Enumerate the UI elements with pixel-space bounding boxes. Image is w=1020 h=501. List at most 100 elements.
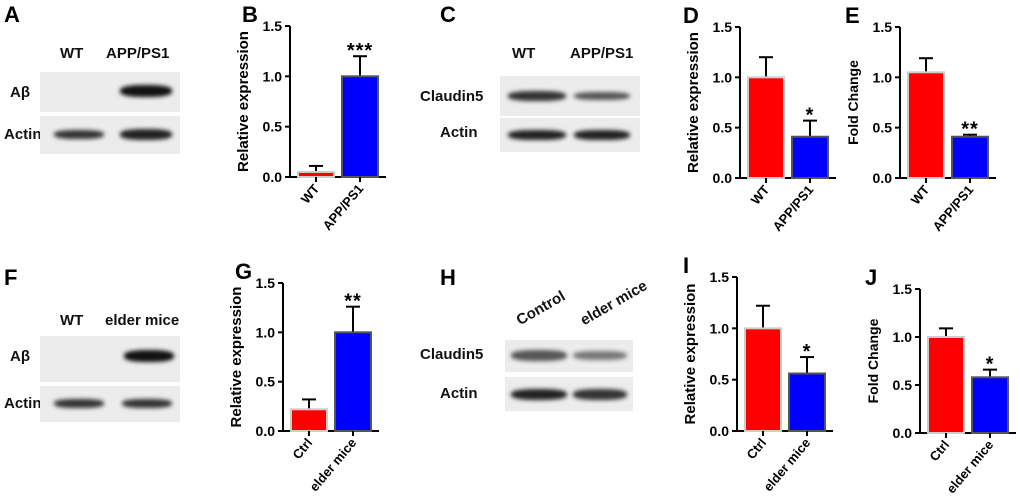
western-blot-actin xyxy=(505,377,633,411)
y-axis-label: Fold Change xyxy=(865,318,881,403)
y-tick-label: 0.0 xyxy=(893,425,913,441)
y-axis-label: Fold Change xyxy=(845,60,861,145)
blot-band xyxy=(574,92,630,100)
row-label: Aβ xyxy=(10,84,30,101)
blot-band xyxy=(511,350,567,361)
row-label: Actin xyxy=(440,124,478,141)
blot-band xyxy=(120,129,172,140)
bar xyxy=(297,170,335,178)
y-tick-label: 1.5 xyxy=(256,275,276,291)
y-tick-label: 0.5 xyxy=(263,119,283,135)
row-label: Claudin5 xyxy=(420,88,484,105)
bar xyxy=(927,336,965,434)
y-tick-label: 0.0 xyxy=(263,169,283,185)
significance-marker: ** xyxy=(344,291,362,313)
y-tick-label: 1.5 xyxy=(710,269,730,285)
significance-marker: *** xyxy=(347,40,373,62)
panel-label: J xyxy=(865,265,877,290)
blot-band xyxy=(122,399,172,408)
lane-label: APP/PS1 xyxy=(106,45,170,62)
blot-band xyxy=(573,389,627,400)
x-tick-label: Ctrl xyxy=(926,437,952,464)
y-tick-label: 1.0 xyxy=(893,329,913,345)
x-tick-label: APP/PS1 xyxy=(770,182,817,234)
y-axis-label: Relative expression xyxy=(235,31,252,172)
y-tick-label: 1.0 xyxy=(263,68,283,84)
y-tick-label: 0.5 xyxy=(256,374,276,390)
panel-label-h: H xyxy=(440,265,456,290)
row-label: Claudin5 xyxy=(420,346,484,363)
y-tick-label: 0.0 xyxy=(873,170,893,186)
y-tick-label: 0.0 xyxy=(713,170,733,186)
x-tick-label: Ctrl xyxy=(289,435,315,462)
blot-band xyxy=(54,130,104,139)
panel-label: E xyxy=(845,3,860,28)
x-tick-label: elder mice xyxy=(943,437,996,496)
western-blot-abeta xyxy=(40,72,180,112)
blot-band xyxy=(573,351,627,360)
western-blot-claudin5 xyxy=(505,340,633,372)
western-blot-actin xyxy=(500,118,640,152)
blot-band xyxy=(574,130,630,140)
y-tick-label: 0.5 xyxy=(873,120,893,136)
y-axis-label: Relative expression xyxy=(682,284,699,425)
row-label: Actin xyxy=(4,126,42,143)
y-tick-label: 0.5 xyxy=(710,372,730,388)
blot-band xyxy=(54,399,104,408)
bar xyxy=(951,135,989,180)
panel-label: B xyxy=(242,2,258,27)
y-tick-label: 0.0 xyxy=(710,423,730,439)
bar xyxy=(907,71,945,179)
lane-label: APP/PS1 xyxy=(570,45,634,62)
y-tick-label: 0.5 xyxy=(893,377,913,393)
western-blot-claudin5 xyxy=(500,76,640,116)
blot-band xyxy=(511,389,567,400)
western-blot-abeta xyxy=(40,336,180,382)
blot-band xyxy=(120,85,172,97)
bar xyxy=(744,327,782,433)
lane-label: WT xyxy=(512,45,536,62)
western-blot-actin xyxy=(40,116,180,154)
x-tick-label: elder mice xyxy=(306,435,359,494)
y-axis-label: Relative expression xyxy=(228,287,245,428)
y-tick-label: 1.5 xyxy=(263,18,283,34)
lane-label: WT xyxy=(60,45,84,62)
significance-marker: * xyxy=(803,341,812,363)
panel-label: D xyxy=(683,3,699,28)
panel-label-c: C xyxy=(440,2,456,27)
panel-label: I xyxy=(683,253,689,278)
y-tick-label: 1.0 xyxy=(713,69,733,85)
significance-marker: * xyxy=(986,354,995,376)
bar xyxy=(341,75,379,178)
bar xyxy=(791,135,829,180)
y-tick-label: 1.5 xyxy=(893,281,913,297)
lane-label: WT xyxy=(60,312,84,329)
y-tick-label: 0.5 xyxy=(713,120,733,136)
panel-label-a: A xyxy=(4,2,20,27)
western-blot-actin xyxy=(40,386,180,422)
row-label: Actin xyxy=(440,385,478,402)
row-label: Aβ xyxy=(10,348,30,365)
x-tick-label: APP/PS1 xyxy=(320,181,367,233)
panel-label: G xyxy=(235,259,252,284)
y-tick-label: 1.5 xyxy=(713,19,733,35)
x-tick-label: WT xyxy=(298,181,323,206)
significance-marker: ** xyxy=(961,119,979,141)
bar xyxy=(788,372,826,432)
y-tick-label: 1.0 xyxy=(873,69,893,85)
row-label: Actin xyxy=(4,395,42,412)
blot-band xyxy=(508,130,566,140)
x-tick-label: WT xyxy=(748,182,773,207)
y-tick-label: 1.0 xyxy=(710,320,730,336)
y-tick-label: 1.5 xyxy=(873,19,893,35)
x-tick-label: APP/PS1 xyxy=(930,182,977,234)
y-tick-label: 0.0 xyxy=(256,423,276,439)
bar xyxy=(334,331,372,433)
bar xyxy=(747,76,785,179)
x-tick-label: elder mice xyxy=(760,435,813,494)
blot-band xyxy=(124,350,174,362)
y-axis-label: Relative expression xyxy=(685,32,702,173)
x-tick-label: WT xyxy=(908,182,933,207)
